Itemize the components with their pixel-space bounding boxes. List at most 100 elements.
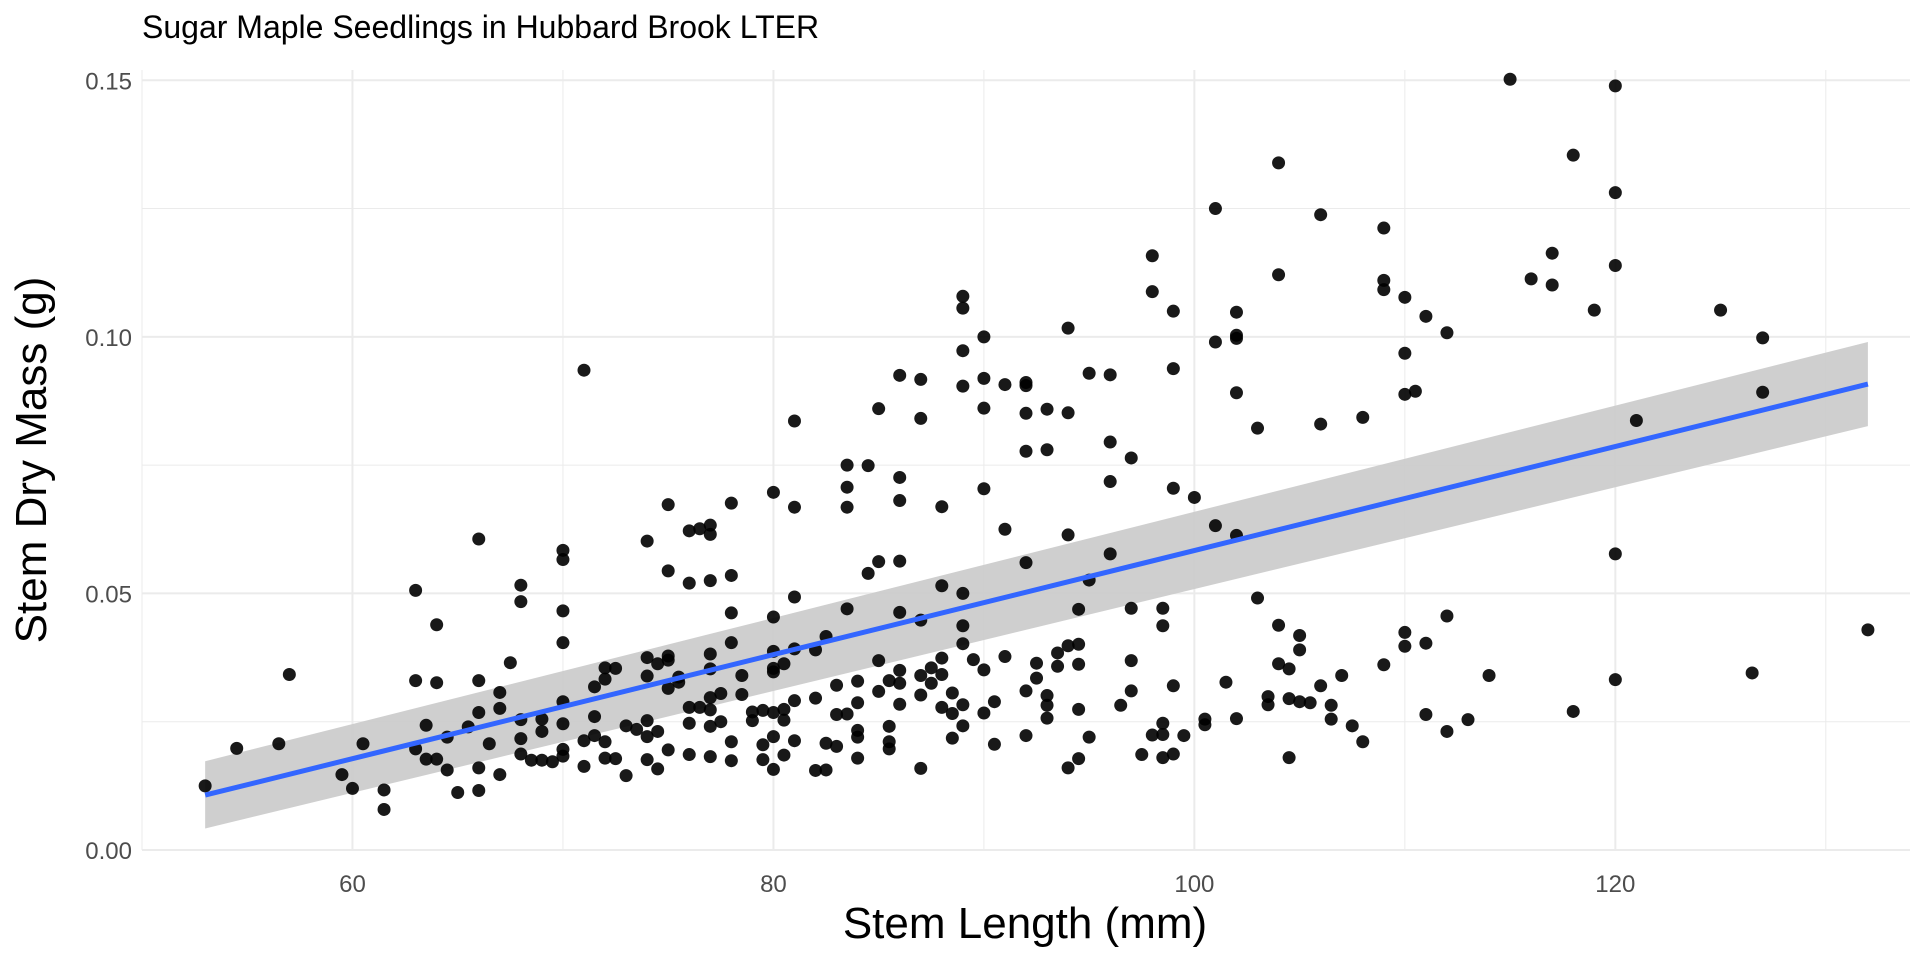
data-point: [1608, 673, 1622, 687]
data-point: [1545, 246, 1559, 260]
data-point: [651, 657, 665, 671]
data-point: [977, 330, 991, 344]
data-point: [1040, 711, 1054, 725]
data-point: [977, 371, 991, 385]
data-point: [514, 732, 528, 746]
y-tick-label: 0.05: [85, 581, 132, 608]
data-point: [651, 762, 665, 776]
data-point: [724, 496, 738, 510]
data-point: [1019, 684, 1033, 698]
data-point: [1251, 421, 1265, 435]
data-point: [830, 678, 844, 692]
data-point: [893, 554, 907, 568]
data-point: [945, 707, 959, 720]
data-point: [640, 669, 654, 683]
data-point: [830, 708, 844, 722]
data-point: [377, 783, 391, 797]
data-point: [556, 636, 570, 650]
data-point: [735, 688, 749, 702]
data-point: [1314, 679, 1328, 693]
data-point: [1272, 657, 1286, 671]
data-point: [830, 739, 844, 753]
chart-title: Sugar Maple Seedlings in Hubbard Brook L…: [142, 9, 819, 45]
data-point: [1124, 601, 1138, 615]
data-point: [956, 619, 970, 633]
data-point: [998, 650, 1012, 664]
data-point: [1061, 639, 1075, 653]
data-point: [956, 344, 970, 358]
y-tick-label: 0.15: [85, 68, 132, 95]
confidence-band-layer: [205, 341, 1868, 829]
data-point: [893, 663, 907, 677]
data-point: [472, 783, 486, 797]
data-point: [1482, 669, 1496, 683]
data-point: [1440, 724, 1454, 738]
data-point: [430, 676, 444, 690]
x-axis-tick-labels: 60 80 100 120: [339, 871, 1635, 898]
data-point: [935, 579, 949, 593]
data-point: [777, 657, 791, 671]
data-point: [1019, 406, 1033, 420]
data-point: [1219, 675, 1233, 689]
data-point: [1103, 547, 1117, 561]
data-point: [409, 583, 423, 597]
data-point: [914, 669, 928, 683]
data-point: [588, 680, 602, 694]
data-point: [514, 595, 528, 609]
data-point: [1324, 698, 1338, 712]
y-tick-label: 0.00: [85, 838, 132, 865]
data-point: [556, 604, 570, 618]
data-point: [1198, 718, 1212, 732]
data-point: [724, 735, 738, 749]
data-point: [1587, 303, 1601, 317]
data-point: [619, 769, 633, 783]
data-point: [661, 681, 675, 695]
data-point: [1187, 490, 1201, 504]
data-point: [598, 672, 612, 686]
data-point: [777, 713, 791, 727]
data-point: [1608, 186, 1622, 200]
data-point: [598, 751, 612, 765]
data-point: [1419, 636, 1433, 650]
data-point: [640, 651, 654, 665]
data-point: [1072, 657, 1086, 671]
data-point: [693, 522, 707, 536]
data-point: [1419, 708, 1433, 722]
data-point: [851, 674, 865, 688]
data-point: [1714, 303, 1728, 317]
data-point: [893, 494, 907, 508]
data-point: [556, 543, 570, 557]
data-point: [1072, 637, 1086, 651]
data-point: [1440, 326, 1454, 340]
data-point: [1166, 481, 1180, 495]
data-point: [987, 695, 1001, 709]
data-point: [977, 482, 991, 496]
data-point: [1135, 748, 1149, 762]
data-point: [956, 301, 970, 315]
data-point: [1124, 451, 1138, 465]
data-point: [661, 564, 675, 578]
data-point: [724, 636, 738, 650]
data-point: [893, 605, 907, 619]
data-point: [1156, 751, 1170, 765]
data-point: [493, 701, 507, 715]
data-point: [840, 458, 854, 472]
data-point: [419, 752, 433, 766]
data-point: [503, 656, 517, 670]
data-point: [682, 716, 696, 730]
data-point: [1229, 386, 1243, 400]
data-point: [1208, 202, 1222, 216]
data-point: [682, 576, 696, 590]
data-point: [1440, 609, 1454, 623]
data-point: [1608, 547, 1622, 561]
data-point: [935, 500, 949, 514]
data-point: [819, 763, 833, 777]
data-point: [640, 534, 654, 548]
data-point: [1608, 259, 1622, 273]
data-point: [703, 518, 717, 532]
data-point: [1356, 735, 1370, 749]
data-point: [577, 363, 591, 377]
data-point: [1293, 629, 1307, 642]
data-point: [409, 674, 423, 688]
data-point: [1051, 646, 1065, 660]
